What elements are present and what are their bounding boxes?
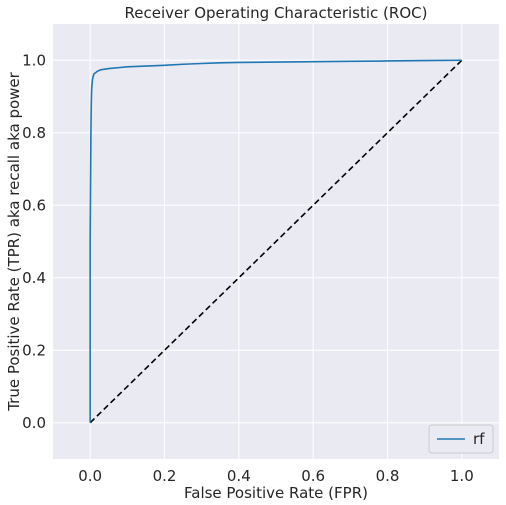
y-axis-title: True Positive Rate (TPR) aka recall aka … [5,71,23,411]
x-tick-label: 0.6 [301,467,325,485]
tick-labels: 0.0 0.2 0.4 0.6 0.8 1.0 0.0 0.2 0.4 0.6 0.8 1.0 [22,51,474,485]
series-lines [89,59,463,424]
y-tick-label: 0.8 [22,124,46,142]
x-tick-label: 0.8 [376,467,400,485]
y-tick-label: 0.2 [22,341,46,359]
reference-diagonal-line [89,59,463,424]
y-tick-label: 1.0 [22,51,46,69]
y-tick-label: 0.4 [22,269,46,287]
legend: rf [428,424,494,454]
x-tick-label: 1.0 [450,467,474,485]
chart-title: Receiver Operating Characteristic (ROC) [125,4,428,22]
grid-lines [53,24,499,459]
x-tick-label: 0.4 [227,467,251,485]
legend-label-rf: rf [473,430,485,448]
y-tick-label: 0.0 [22,414,46,432]
x-tick-label: 0.0 [78,467,102,485]
y-tick-label: 0.6 [22,196,46,214]
x-axis-title: False Positive Rate (FPR) [184,484,368,502]
series-line-rf [89,59,462,423]
x-tick-label: 0.2 [153,467,177,485]
